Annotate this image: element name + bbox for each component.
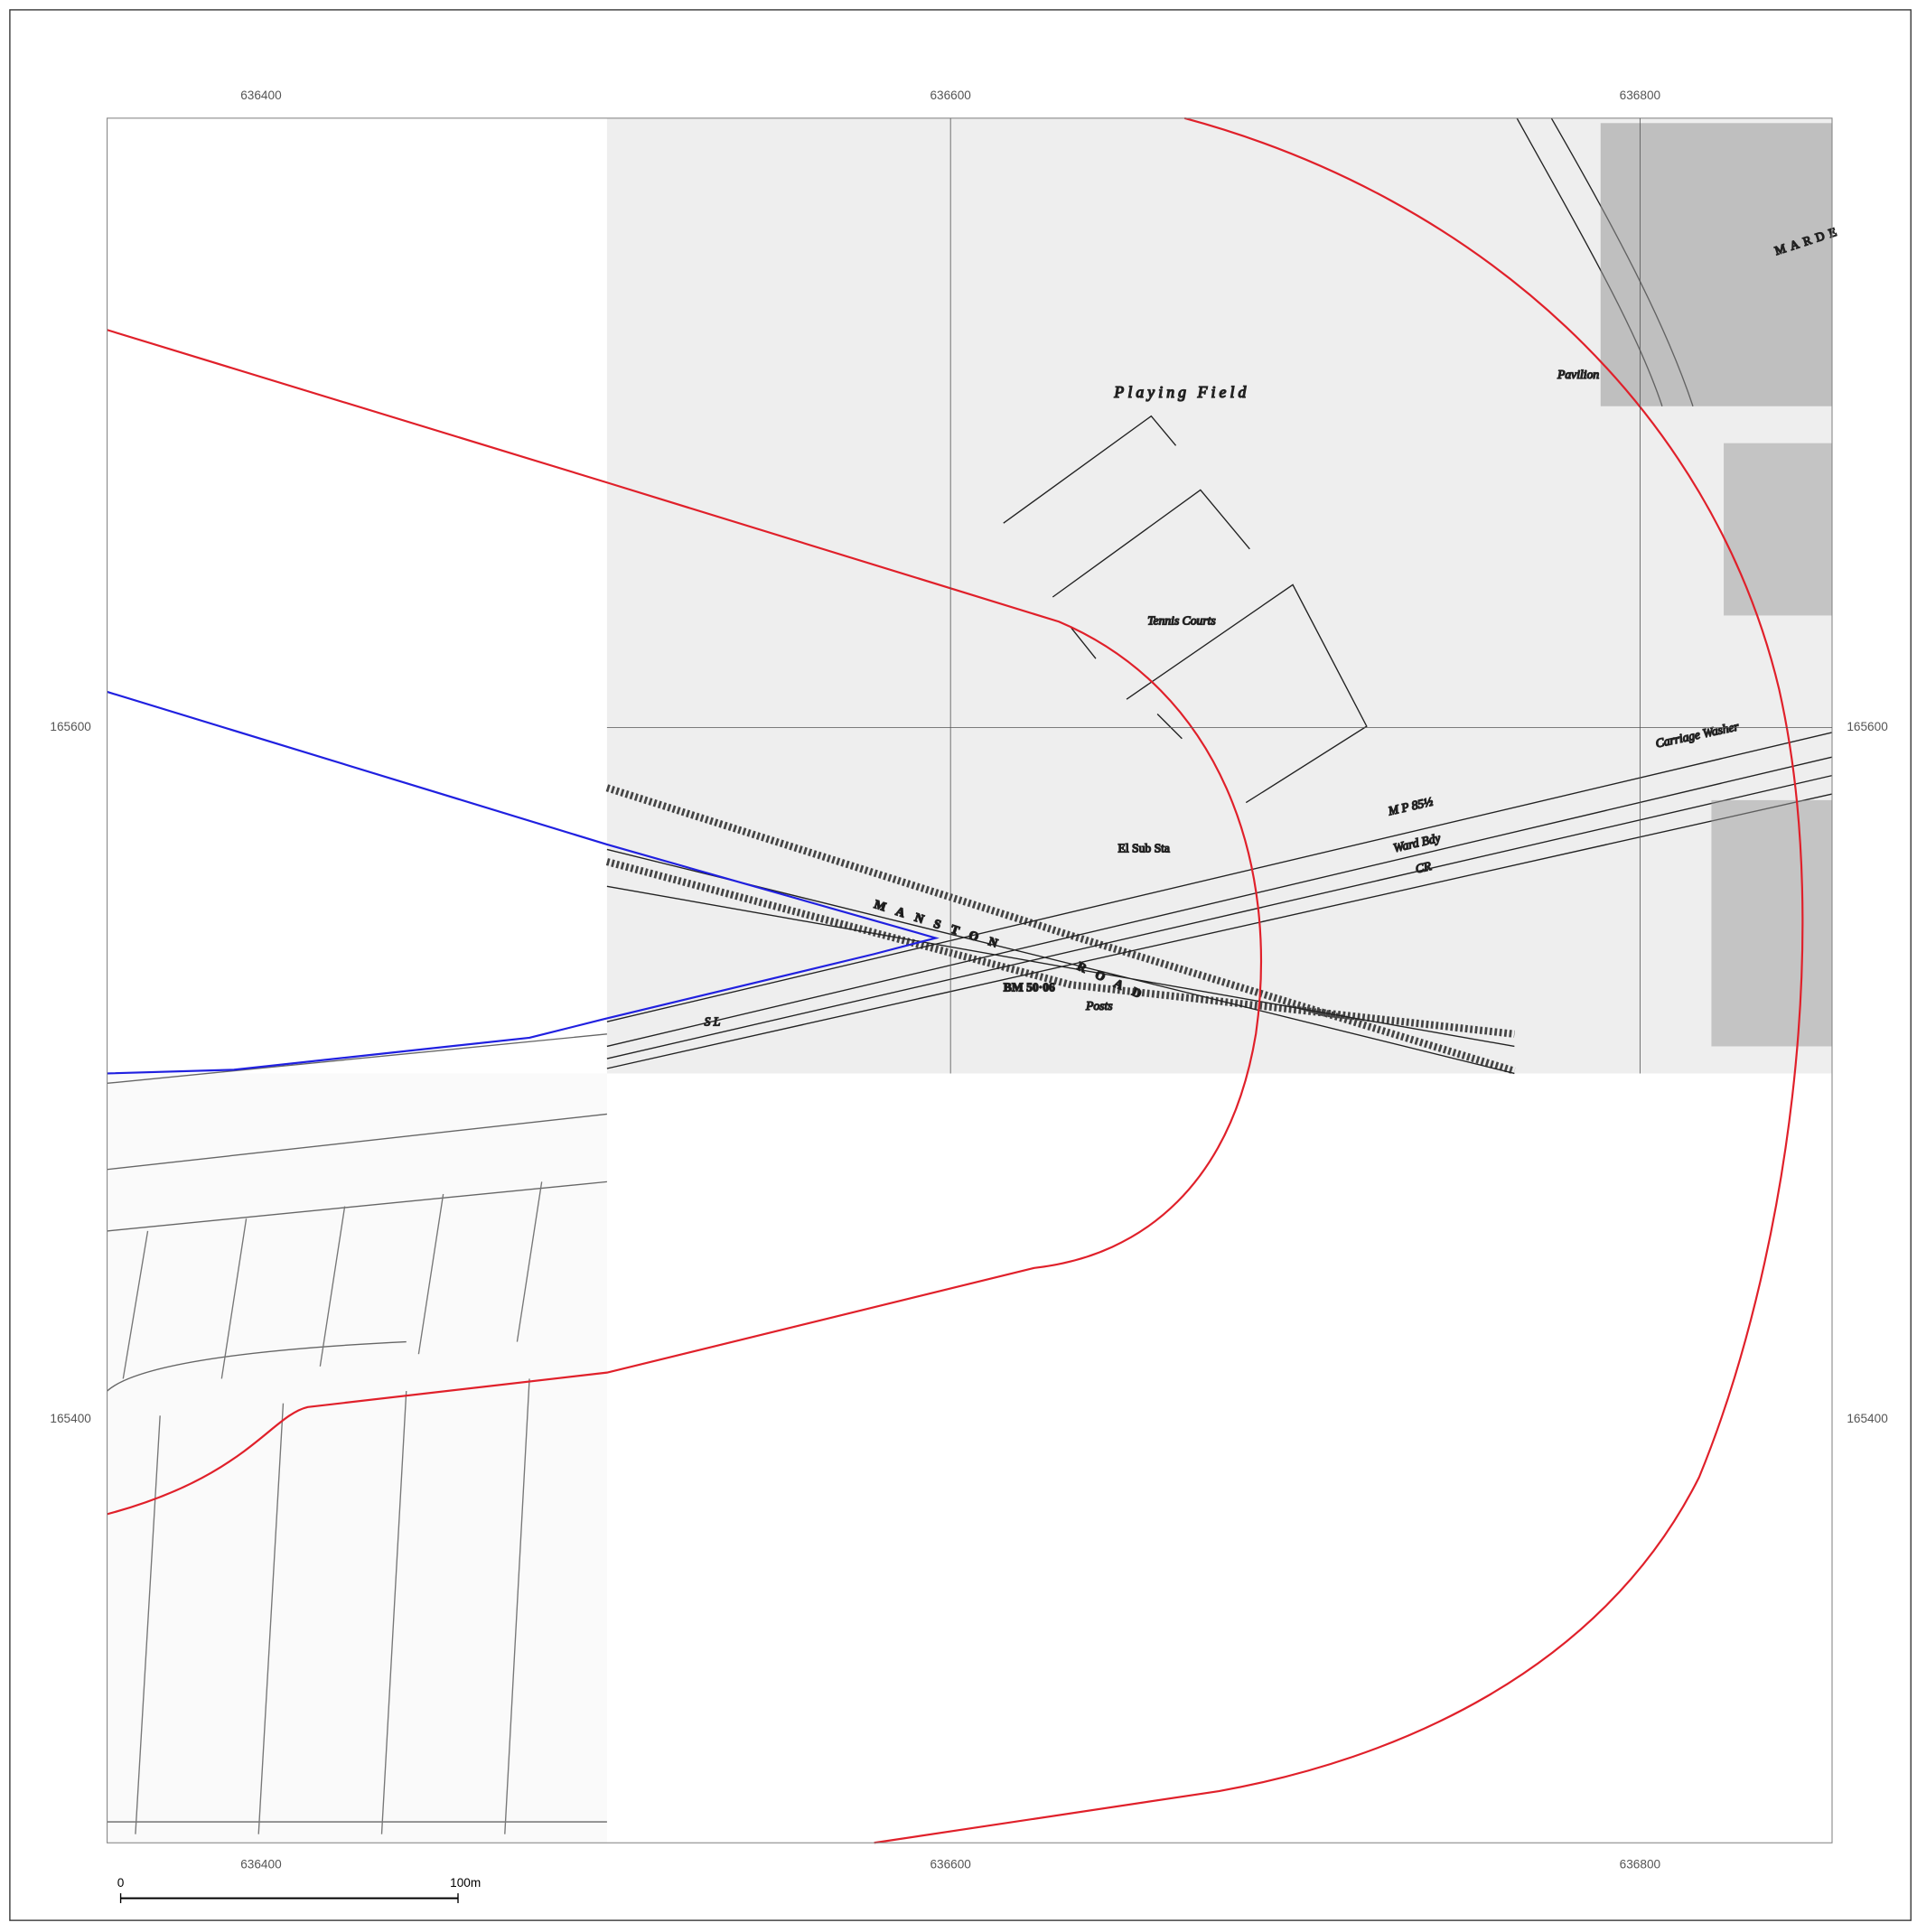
- plan-lines: [107, 1033, 607, 1823]
- railway: [606, 732, 1833, 1069]
- houses: [1724, 443, 1832, 616]
- boundary-red: [874, 117, 1804, 1844]
- label: El Sub Sta: [1118, 842, 1170, 855]
- houses: [1711, 799, 1832, 1047]
- y-coord-label: 165400: [1847, 1412, 1888, 1425]
- plan-map: [107, 1073, 607, 1843]
- x-coord-label: 636800: [1620, 1857, 1661, 1871]
- plot-lines: [122, 1181, 543, 1834]
- label: Tennis Courts: [1147, 613, 1216, 627]
- label: CR: [1414, 859, 1433, 876]
- sheet-border: [9, 9, 1912, 1921]
- boundary-blue: [107, 690, 940, 1075]
- label: Posts: [1085, 999, 1113, 1013]
- boundary-red: [107, 329, 1262, 1516]
- x-coord-label: 636400: [240, 89, 282, 102]
- scale-label: 100m: [450, 1876, 481, 1890]
- y-coord-label: 165400: [50, 1412, 91, 1425]
- scale-label: 0: [117, 1876, 125, 1890]
- label: BM 50·06: [1004, 981, 1055, 994]
- tennis-courts: [1003, 415, 1368, 804]
- x-coord-label: 636600: [930, 89, 971, 102]
- map-root: Playing Field Tennis Courts Pavilion El …: [9, 9, 1912, 1921]
- label: S L: [705, 1015, 721, 1029]
- x-coord-label: 636800: [1620, 89, 1661, 102]
- map-frame: [107, 117, 1833, 1843]
- x-coord-label: 636600: [930, 1857, 971, 1871]
- label: Pavilion: [1557, 368, 1599, 381]
- y-coord-label: 165600: [50, 720, 91, 733]
- houses: [1600, 123, 1832, 406]
- y-coord-label: 165600: [1847, 720, 1888, 733]
- label: Playing Field: [1113, 383, 1249, 401]
- x-coord-label: 636400: [240, 1857, 282, 1871]
